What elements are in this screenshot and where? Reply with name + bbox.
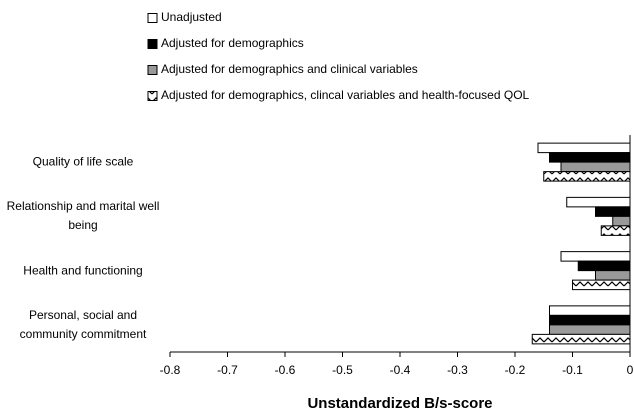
legend-label: Adjusted for demographics and clinical v…: [161, 62, 418, 76]
legend-label: Adjusted for demographics, clincal varia…: [161, 88, 530, 102]
bar: [549, 305, 631, 316]
bar: [549, 152, 631, 163]
bar: [566, 196, 631, 208]
x-tick-label: -0.3: [447, 363, 468, 377]
x-axis-label: Unstandardized B/s-score: [307, 395, 492, 412]
x-tick-label: -0.4: [390, 363, 411, 377]
bar: [537, 142, 631, 154]
bar: [560, 161, 631, 173]
category-label: Quality of life scale: [32, 154, 134, 169]
bar: [549, 324, 631, 335]
bar: [549, 314, 631, 326]
bar: [595, 206, 631, 217]
x-tick-label: 0: [627, 363, 634, 377]
bar: [600, 225, 631, 236]
x-tick-label: -0.8: [160, 363, 181, 377]
bar: [612, 215, 631, 227]
bar: [595, 270, 631, 281]
category-label: Personal, social and community commitmen…: [19, 307, 147, 341]
bar: [577, 260, 631, 272]
legend-swatch: [147, 65, 158, 75]
legend-label: Unadjusted: [161, 10, 222, 24]
bar: [560, 251, 631, 262]
bar: [531, 333, 631, 345]
x-tick-label: -0.5: [332, 363, 353, 377]
x-tick-label: -0.1: [562, 363, 583, 377]
x-tick-label: -0.2: [505, 363, 526, 377]
category-label: Relationship and marital well being: [6, 199, 160, 233]
legend-swatch: [147, 13, 158, 23]
bar: [543, 171, 631, 182]
x-tick-label: -0.6: [275, 363, 296, 377]
x-tick-label: -0.7: [217, 363, 238, 377]
category-label: Health and functioning: [23, 263, 143, 278]
legend-label: Adjusted for demographics: [161, 36, 304, 50]
legend-swatch: [147, 39, 158, 49]
bar: [572, 279, 631, 291]
legend-swatch: [147, 91, 158, 101]
